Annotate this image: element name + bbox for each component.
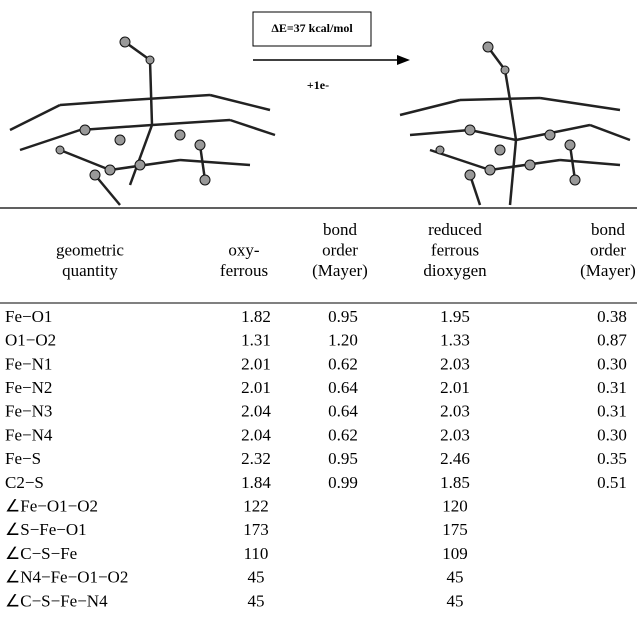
column-header: quantity	[62, 261, 118, 280]
table-cell: 0.87	[597, 331, 627, 350]
table-cell: 110	[244, 544, 269, 563]
table-cell: 2.01	[241, 378, 271, 397]
table-cell: 0.62	[328, 425, 358, 444]
page: ΔE=37 kcal/mol +1e- geometric quantity oxy…	[0, 0, 637, 626]
table-cell: 109	[442, 544, 468, 563]
table-cell: 1.31	[241, 331, 271, 350]
table-cell: 1.20	[328, 331, 358, 350]
row-label: C2−S	[5, 473, 44, 492]
table-cell: 0.31	[597, 378, 627, 397]
column-header: order	[590, 240, 626, 259]
table-cell: 175	[442, 520, 468, 539]
table-cell: 0.62	[328, 354, 358, 373]
table-cell: 45	[447, 591, 464, 610]
table-cell: 45	[447, 568, 464, 587]
electron-label: +1e-	[307, 78, 329, 92]
column-header: bond	[323, 220, 358, 239]
table-cell: 0.35	[597, 449, 627, 468]
row-label: Fe−S	[5, 449, 41, 468]
table-cell: 0.30	[597, 425, 627, 444]
row-label: Fe−O1	[5, 307, 52, 326]
table-cell: 0.64	[328, 402, 358, 421]
row-label: Fe−N4	[5, 425, 53, 444]
table-cell: 1.95	[440, 307, 470, 326]
column-header: order	[322, 240, 358, 259]
row-label: ∠C−S−Fe	[5, 544, 77, 563]
table-cell: 2.03	[440, 425, 470, 444]
table-cell: 2.03	[440, 354, 470, 373]
column-header: geometric	[56, 240, 124, 259]
row-label: ∠N4−Fe−O1−O2	[5, 568, 128, 587]
molecule-oxy-ferrous	[10, 37, 275, 205]
table-cell: 0.38	[597, 307, 627, 326]
column-header: bond	[591, 220, 626, 239]
table-cell: 2.01	[440, 378, 470, 397]
table-cell: 1.85	[440, 473, 470, 492]
table-cell: 122	[243, 497, 269, 516]
row-label: ∠C−S−Fe−N4	[5, 591, 108, 610]
table-cell: 0.99	[328, 473, 358, 492]
table-cell: 0.31	[597, 402, 627, 421]
column-header: ferrous	[431, 240, 479, 259]
arrow-head	[397, 55, 410, 65]
column-header: ferrous	[220, 261, 268, 280]
column-header: (Mayer)	[580, 261, 636, 280]
molecule-reduced	[400, 42, 630, 205]
table-cell: 1.84	[241, 473, 271, 492]
energy-label: ΔE=37 kcal/mol	[271, 21, 353, 35]
table-cell: 2.04	[241, 402, 271, 421]
table-cell: 1.33	[440, 331, 470, 350]
row-label: Fe−N1	[5, 354, 52, 373]
table-cell: 2.01	[241, 354, 271, 373]
column-header: oxy-	[228, 240, 260, 259]
table-cell: 2.03	[440, 402, 470, 421]
row-label: Fe−N3	[5, 402, 52, 421]
table-cell: 45	[248, 591, 265, 610]
figure: ΔE=37 kcal/mol +1e- geometric quantity oxy…	[0, 0, 637, 626]
table-cell: 1.82	[241, 307, 271, 326]
row-label: ∠Fe−O1−O2	[5, 497, 98, 516]
row-label: ∠S−Fe−O1	[5, 520, 87, 539]
row-label: Fe−N2	[5, 378, 52, 397]
column-header: dioxygen	[423, 261, 487, 280]
table-cell: 173	[243, 520, 269, 539]
table-cell: 2.46	[440, 449, 470, 468]
table-cell: 0.64	[328, 378, 358, 397]
table-cell: 0.95	[328, 449, 358, 468]
table: geometricquantityoxy-ferrousbondorder(Ma…	[5, 220, 636, 610]
table-cell: 0.95	[328, 307, 358, 326]
column-header: reduced	[428, 220, 482, 239]
table-cell: 2.04	[241, 425, 271, 444]
table-cell: 45	[248, 568, 265, 587]
table-cell: 0.51	[597, 473, 627, 492]
column-header: (Mayer)	[312, 261, 368, 280]
table-cell: 120	[442, 497, 468, 516]
row-label: O1−O2	[5, 331, 56, 350]
table-cell: 2.32	[241, 449, 271, 468]
table-cell: 0.30	[597, 354, 627, 373]
